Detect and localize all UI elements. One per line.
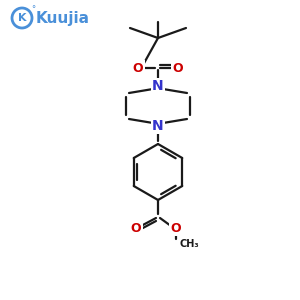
Text: O: O: [131, 221, 141, 235]
Text: °: °: [31, 5, 35, 14]
Text: K: K: [18, 13, 26, 23]
Text: O: O: [133, 61, 143, 74]
Text: N: N: [152, 79, 164, 93]
Text: Kuujia: Kuujia: [36, 11, 90, 26]
Text: O: O: [171, 221, 181, 235]
Text: CH₃: CH₃: [180, 239, 200, 249]
Text: O: O: [173, 61, 183, 74]
Text: N: N: [152, 119, 164, 133]
